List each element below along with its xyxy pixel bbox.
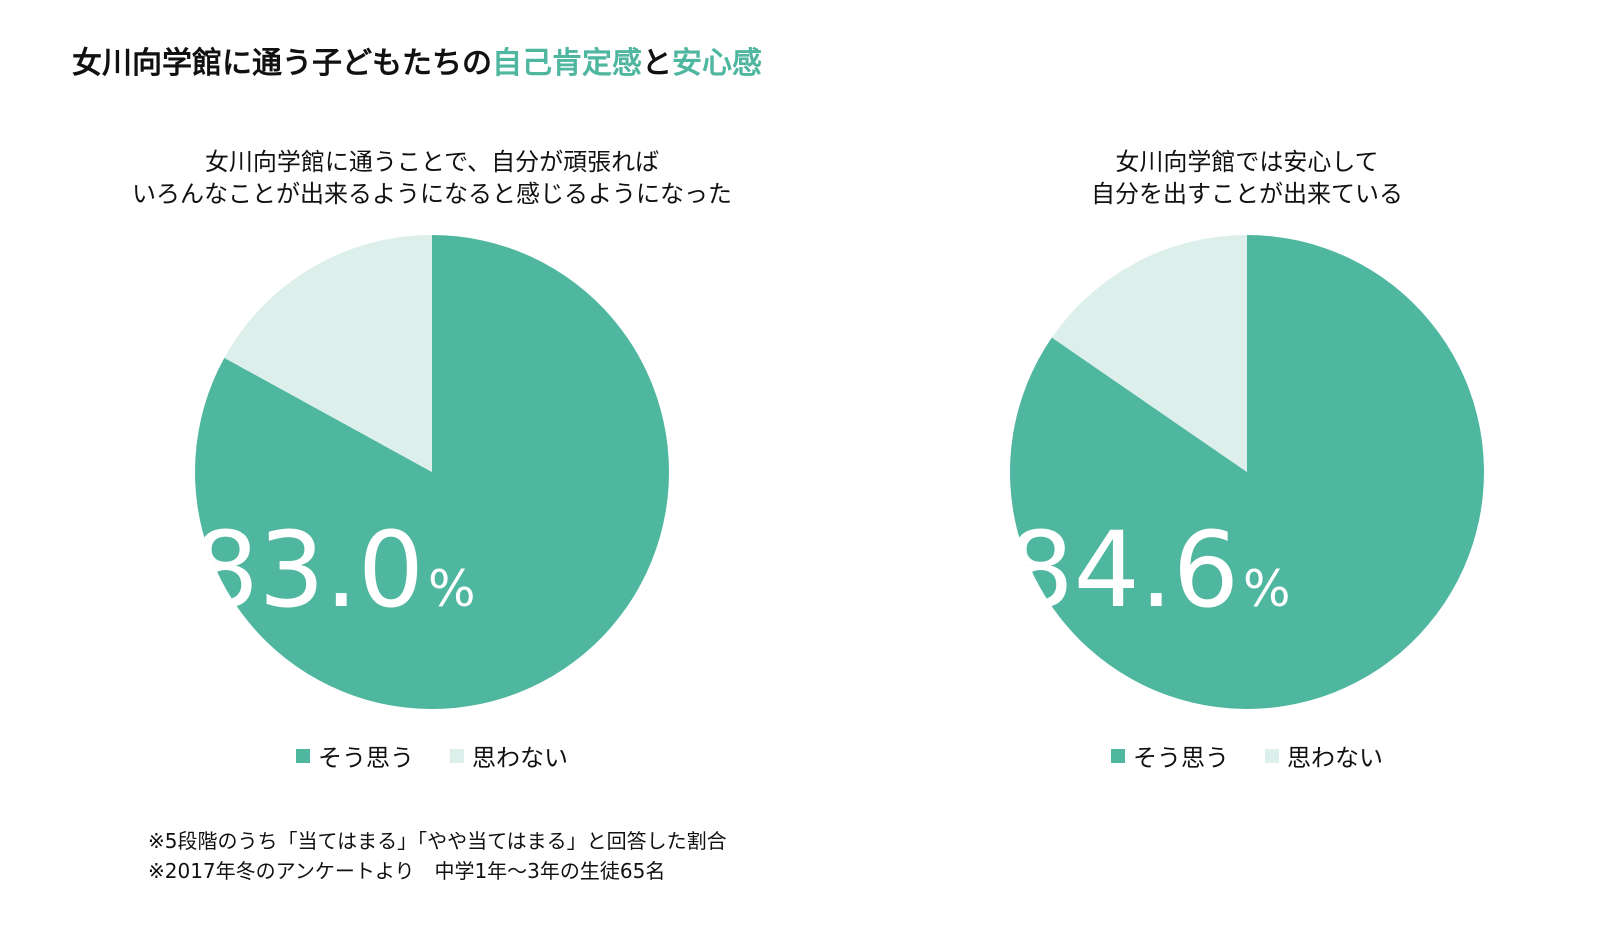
page-title-prefix: 女川向学館に通う子どもたちの xyxy=(72,46,492,81)
footnote-1: ※5段階のうち「当てはまる」「やや当てはまる」と回答した割合 xyxy=(148,829,727,853)
pie-slice-agree xyxy=(1009,235,1484,709)
legend-swatch-agree xyxy=(1111,748,1125,763)
pie-value-label: 83.0 xyxy=(192,509,424,631)
pie-slice-disagree xyxy=(224,235,432,472)
legend-swatch-disagree xyxy=(450,748,464,763)
pie-slice-disagree xyxy=(1051,235,1247,472)
legend-item-disagree: 思わない xyxy=(450,738,568,773)
legend-swatch-disagree xyxy=(1265,748,1279,763)
legend-swatch-agree xyxy=(296,748,310,763)
footnotes: ※5段階のうち「当てはまる」「やや当てはまる」と回答した割合 ※2017年冬のア… xyxy=(148,826,727,886)
page-title-accent-self-esteem: 自己肯定感 xyxy=(492,46,642,81)
legend-item-agree: そう思う xyxy=(1111,738,1229,773)
pie-value-unit: % xyxy=(428,560,476,618)
footnote-2: ※2017年冬のアンケートより 中学1年〜3年の生徒65名 xyxy=(148,859,666,883)
legend-item-agree: そう思う xyxy=(296,738,414,773)
chart-question-line-2: いろんなことが出来るようになると感じるようになった xyxy=(132,180,732,208)
page-title-joiner: と xyxy=(642,46,672,81)
legend: そう思う 思わない xyxy=(877,738,1600,773)
pie-value-label: 84.6 xyxy=(1007,509,1239,631)
chart-question-line-2: 自分を出すことが出来ている xyxy=(1091,180,1403,208)
pie-value-unit: % xyxy=(1243,560,1291,618)
pie-svg: 84.6 % xyxy=(1007,235,1484,709)
chart-question: 女川向学館では安心して 自分を出すことが出来ている xyxy=(877,146,1600,210)
pie-chart-feeling-safe: 女川向学館では安心して 自分を出すことが出来ている 84.6 % そう思う 思わ… xyxy=(877,140,1600,790)
legend-label-agree: そう思う xyxy=(318,744,414,772)
page-title-accent-security: 安心感 xyxy=(672,46,762,81)
legend-label-disagree: 思わない xyxy=(472,744,568,772)
chart-question-line-1: 女川向学館では安心して xyxy=(1115,148,1379,176)
pie-chart-self-efficacy: 女川向学館に通うことで、自分が頑張れば いろんなことが出来るようになると感じるよ… xyxy=(62,140,802,790)
legend: そう思う 思わない xyxy=(62,738,802,773)
pie-slice-agree xyxy=(195,235,670,709)
legend-label-agree: そう思う xyxy=(1133,744,1229,772)
chart-question-line-1: 女川向学館に通うことで、自分が頑張れば xyxy=(204,148,660,176)
legend-item-disagree: 思わない xyxy=(1265,738,1383,773)
legend-label-disagree: 思わない xyxy=(1287,744,1383,772)
page-title: 女川向学館に通う子どもたちの自己肯定感と安心感 xyxy=(72,38,762,82)
chart-question: 女川向学館に通うことで、自分が頑張れば いろんなことが出来るようになると感じるよ… xyxy=(62,146,802,210)
pie-svg: 83.0 % xyxy=(192,235,670,709)
